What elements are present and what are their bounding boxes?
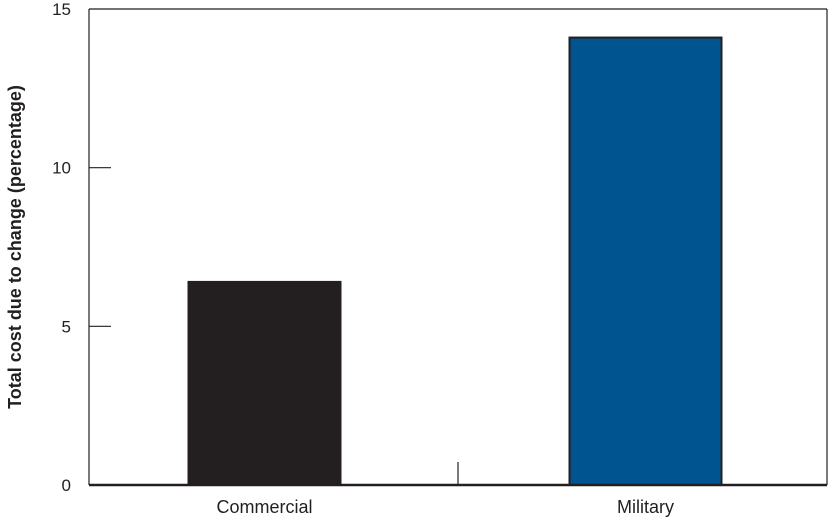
y-tick-label: 10	[52, 159, 71, 178]
y-axis-label: Total cost due to change (percentage)	[5, 85, 25, 409]
y-tick-label: 15	[52, 0, 71, 19]
x-tick-label: Commercial	[216, 497, 312, 517]
y-tick-label: 5	[62, 317, 71, 336]
bar-military	[568, 36, 723, 487]
bar-commercial	[187, 280, 342, 487]
y-axis: 0 5 10 15	[52, 0, 111, 495]
bars	[187, 36, 723, 487]
y-tick-label: 0	[62, 476, 71, 495]
plot-frame	[88, 8, 828, 485]
x-axis: Commercial Military	[89, 462, 827, 517]
x-tick-label: Military	[617, 497, 674, 517]
